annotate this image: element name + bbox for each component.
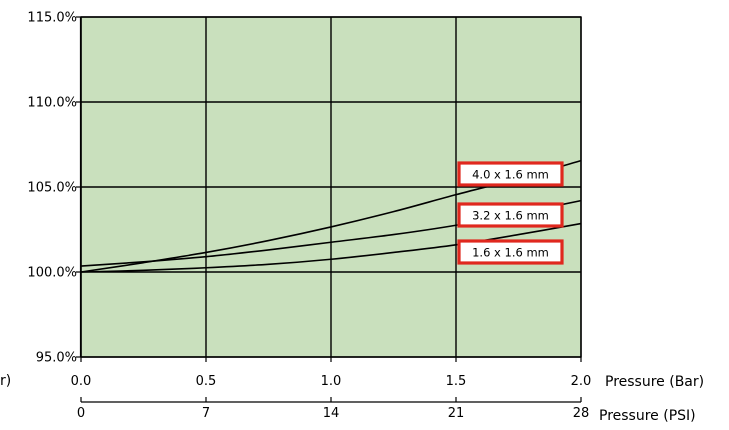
callout-box xyxy=(457,161,564,187)
x-psi-tick-label: 7 xyxy=(202,406,210,421)
series-callouts: 4.0 x 1.6 mm 3.2 x 1.6 mm 1.6 x 1.6 mm xyxy=(457,161,564,265)
x-bar-tick-label: 2.0 xyxy=(571,374,592,389)
grid-lines xyxy=(80,16,582,358)
y-tick-label: 95.0% xyxy=(36,351,77,366)
callout-label: 4.0 x 1.6 mm xyxy=(472,168,549,182)
x-axis-cut-label: r) xyxy=(0,373,11,389)
y-tick-label: 100.0% xyxy=(27,266,77,281)
x-axis-psi-title: Pressure (PSI) xyxy=(599,408,696,424)
y-tick-label: 115.0% xyxy=(27,11,77,26)
callout-box xyxy=(457,239,564,265)
x-axis-bar-title: Pressure (Bar) xyxy=(605,374,704,390)
series-callout-3: 1.6 x 1.6 mm xyxy=(457,239,564,265)
series-callout-2: 3.2 x 1.6 mm xyxy=(457,202,564,228)
x-axis-psi: Pressure (PSI) 0 7 14 21 28 xyxy=(77,397,696,424)
x-psi-tick-label: 21 xyxy=(448,406,465,421)
series-line-3 xyxy=(80,222,582,273)
y-tick-label: 110.0% xyxy=(27,96,77,111)
x-bar-tick-label: 1.5 xyxy=(446,374,467,389)
callout-box xyxy=(457,202,564,228)
x-psi-tick-label: 14 xyxy=(323,406,340,421)
callout-label: 1.6 x 1.6 mm xyxy=(472,246,549,260)
x-axis-bar: r) Pressure (Bar) 0.0 0.5 1.0 1.5 2.0 xyxy=(0,357,704,390)
callout-label: 3.2 x 1.6 mm xyxy=(472,209,549,223)
y-axis: 95.0% 100.0% 105.0% 110.0% 115.0% xyxy=(27,11,82,366)
x-bar-tick-label: 1.0 xyxy=(321,374,342,389)
series-callout-1: 4.0 x 1.6 mm xyxy=(457,161,564,187)
x-psi-tick-label: 28 xyxy=(573,406,590,421)
x-bar-tick-label: 0.5 xyxy=(196,374,217,389)
x-psi-tick-label: 0 xyxy=(77,406,85,421)
x-bar-tick-label: 0.0 xyxy=(71,374,92,389)
y-tick-label: 105.0% xyxy=(27,181,77,196)
